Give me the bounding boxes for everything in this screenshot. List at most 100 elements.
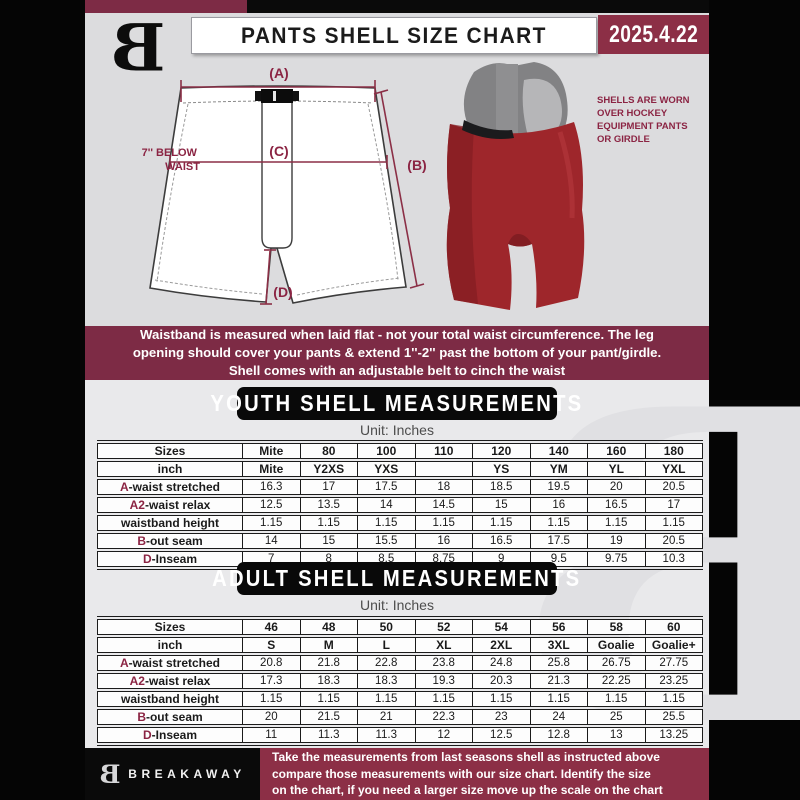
- size-cell: 1.15: [357, 512, 416, 534]
- size-cell: 19.5: [529, 476, 588, 498]
- size-cell: 17.3: [242, 670, 301, 692]
- size-cell: 16: [529, 494, 588, 516]
- size-cell: 1.15: [644, 688, 703, 710]
- size-cell: 20.5: [644, 476, 703, 498]
- size-cell: 46: [242, 616, 301, 638]
- table-row: D-Inseam 11 11.3 11.3 12 12.5 12.8 13 13.25: [97, 724, 703, 746]
- size-cell: 17: [644, 494, 703, 516]
- size-cell: 20.8: [242, 652, 301, 674]
- size-cell: 24.8: [472, 652, 531, 674]
- size-cell: 52: [414, 616, 473, 638]
- red-shell: [446, 122, 585, 310]
- size-cell: 1.15: [472, 512, 531, 534]
- date-badge: 2025.4.22: [598, 15, 709, 54]
- size-cell: Goalie: [587, 634, 646, 656]
- table-row: Sizes 46 48 50 52 54 56 58 60: [97, 616, 703, 638]
- size-cell: 56: [529, 616, 588, 638]
- revision-date: 2025.4.22: [608, 20, 699, 48]
- size-cell: 22.25: [587, 670, 646, 692]
- measurement-diagram: (A) (C) (B): [85, 58, 709, 324]
- measure-d-line: [260, 249, 276, 305]
- size-cell: 12.5: [242, 494, 301, 516]
- size-cell: 80: [299, 440, 358, 462]
- size-cell: 25.8: [529, 652, 588, 674]
- measure-a-label: (A): [269, 65, 288, 81]
- size-cell: 110: [414, 440, 473, 462]
- size-cell: XL: [414, 634, 473, 656]
- size-cell: S: [242, 634, 301, 656]
- size-cell: YM: [529, 458, 588, 480]
- size-cell: Goalie+: [644, 634, 703, 656]
- svg-text:B: B: [100, 761, 121, 787]
- size-cell: 180: [644, 440, 703, 462]
- size-cell: YS: [472, 458, 531, 480]
- size-cell: 12: [414, 724, 473, 746]
- row-label: inch: [97, 458, 243, 480]
- size-cell: 1.15: [242, 688, 301, 710]
- row-label: Sizes: [97, 440, 243, 462]
- size-cell: 20: [242, 706, 301, 728]
- size-cell: YXL: [644, 458, 703, 480]
- size-cell: 11: [242, 724, 301, 746]
- size-cell: 60: [644, 616, 703, 638]
- size-cell: 16.3: [242, 476, 301, 498]
- size-cell: 1.15: [587, 512, 646, 534]
- table-row: A-waist stretched 16.3 17 17.5 18 18.5 19.5 20 2…: [97, 476, 703, 498]
- size-cell: 18.3: [299, 670, 358, 692]
- notice-banner: Waistband is measured when laid flat - n…: [85, 326, 709, 380]
- measure-d-label: (D): [273, 284, 292, 300]
- table-row: waistband height 1.15 1.15 1.15 1.15 1.15 1.15…: [97, 512, 703, 534]
- size-cell: 10.3: [644, 548, 703, 570]
- size-cell: 26.75: [587, 652, 646, 674]
- size-cell: L: [357, 634, 416, 656]
- size-cell: 14: [357, 494, 416, 516]
- size-cell: 25.5: [644, 706, 703, 728]
- measure-c-line: [169, 155, 388, 169]
- row-label: waistband height: [97, 512, 243, 534]
- waist-lacing: [462, 120, 514, 139]
- size-cell: 11.3: [299, 724, 358, 746]
- table-row: A2-waist relax 17.3 18.3 18.3 19.3 20.3 21.3 22…: [97, 670, 703, 692]
- size-cell: 20.5: [644, 530, 703, 552]
- content-area: B B PANTS SHELL SIZE CHART 2025.4.22: [85, 0, 800, 800]
- svg-text:B: B: [111, 17, 166, 79]
- size-cell: M: [299, 634, 358, 656]
- top-strip-accent: [85, 0, 247, 13]
- size-cell: 18.5: [472, 476, 531, 498]
- size-cell: 1.15: [644, 512, 703, 534]
- size-cell: 1.15: [529, 512, 588, 534]
- shorts-line-drawing: (A) (C) (B): [142, 65, 427, 305]
- size-cell: 16.5: [587, 494, 646, 516]
- size-cell: 13: [587, 724, 646, 746]
- size-cell: 22.8: [357, 652, 416, 674]
- footer-note: Take the measurements from last seasons …: [260, 748, 709, 800]
- shell-photo: [446, 62, 585, 310]
- size-cell: 1.15: [414, 688, 473, 710]
- size-cell: Y2XS: [299, 458, 358, 480]
- measure-a-line: [180, 80, 376, 102]
- size-cell: Mite: [242, 440, 301, 462]
- row-label: inch: [97, 634, 243, 656]
- measure-b-line: [373, 89, 425, 289]
- size-cell: 11.3: [357, 724, 416, 746]
- size-cell: 100: [357, 440, 416, 462]
- size-cell: 1.15: [242, 512, 301, 534]
- row-label: D-Inseam: [97, 548, 243, 570]
- size-cell: 18: [414, 476, 473, 498]
- size-cell: 17.5: [357, 476, 416, 498]
- size-cell: 22.3: [414, 706, 473, 728]
- size-cell: 3XL: [529, 634, 588, 656]
- size-cell: 14: [242, 530, 301, 552]
- size-cell: 25: [587, 706, 646, 728]
- measure-b-label: (B): [407, 157, 426, 173]
- size-cell: 15: [299, 530, 358, 552]
- size-cell: 21.8: [299, 652, 358, 674]
- table-row: B-out seam 20 21.5 21 22.3 23 24 25 25.5: [97, 706, 703, 728]
- size-cell: 23.25: [644, 670, 703, 692]
- size-cell: 9.75: [587, 548, 646, 570]
- youth-heading: YOUTH SHELL MEASUREMENTS: [210, 390, 584, 416]
- size-cell: 58: [587, 616, 646, 638]
- size-cell: 160: [587, 440, 646, 462]
- size-cell: 1.15: [472, 688, 531, 710]
